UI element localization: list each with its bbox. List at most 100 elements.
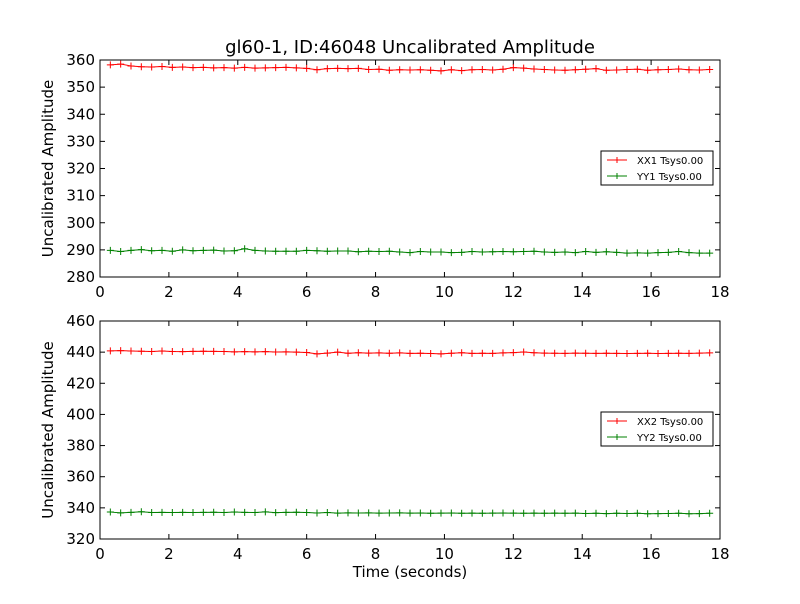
data-point [282,247,290,255]
data-point [251,509,259,517]
data-point [137,63,145,71]
data-point [695,510,703,518]
x-tick-label: 12 [504,545,523,563]
data-point [468,349,476,357]
x-tick-label: 2 [164,545,174,563]
data-point [458,349,466,357]
data-point [447,349,455,357]
x-tick-label: 18 [710,283,729,301]
data-point [127,347,135,355]
data-point [602,349,610,357]
data-point [582,349,590,357]
data-point [458,67,466,75]
data-point [571,66,579,74]
data-point [561,248,569,256]
data-point [168,509,176,517]
data-point [106,246,114,254]
data-point [675,65,683,73]
data-point [633,349,641,357]
data-point [613,509,621,517]
y-axis-label: Uncalibrated Amplitude [39,341,57,518]
data-point [551,349,559,357]
chart-title: gl60-1, ID:46048 Uncalibrated Amplitude [225,37,595,58]
data-point [158,246,166,254]
data-point [447,509,455,517]
data-point [509,64,517,72]
data-point [365,349,373,357]
data-point [106,61,114,69]
x-tick-label: 16 [642,283,661,301]
data-point [261,348,269,356]
x-tick-label: 0 [95,283,105,301]
data-point [220,348,228,356]
data-point [613,66,621,74]
y-tick-label: 440 [66,343,95,361]
plot-frame [99,320,721,540]
data-point [365,509,373,517]
data-point [416,248,424,256]
y-tick-label: 280 [66,268,95,286]
x-tick-label: 16 [642,545,661,563]
data-point [137,246,145,254]
data-point [313,247,321,255]
data-point [685,349,693,357]
data-point [530,247,538,255]
data-point [427,509,435,517]
y-axis-label: Uncalibrated Amplitude [39,80,57,257]
data-point [654,510,662,518]
data-point [664,65,672,73]
data-point [623,65,631,73]
legend: XX2 Tsys0.00 YY2 Tsys0.00 [600,411,714,447]
x-tick-label: 4 [233,283,243,301]
data-point [478,65,486,73]
data-point [540,349,548,357]
data-point [571,349,579,357]
data-point [437,248,445,256]
data-point [623,249,631,257]
data-point [540,65,548,73]
x-tick-label: 4 [233,545,243,563]
y-tick-label: 290 [66,241,95,259]
data-point [189,347,197,355]
y-tick-label: 400 [66,405,95,423]
data-point [220,247,228,255]
data-point [261,64,269,72]
data-point [478,349,486,357]
data-point [292,348,300,356]
y-tick-label: 360 [66,468,95,486]
data-point [179,63,187,71]
subplot-2: 0 2 4 6 8 10 12 14 16 18 320 340 360 380 400 420 440 460 U… [39,312,730,581]
data-point [385,247,393,255]
data-point [334,509,342,517]
data-point [447,66,455,74]
data-point [241,348,249,356]
data-point [406,66,414,74]
data-point [561,66,569,74]
data-point [168,348,176,356]
data-point [385,66,393,74]
data-point [571,249,579,257]
data-point [261,508,269,516]
data-point [251,64,259,72]
x-tick-label: 6 [302,283,312,301]
data-point [561,509,569,517]
data-point [272,247,280,255]
data-point [623,350,631,358]
data-point [354,248,362,256]
legend-marker [614,434,620,440]
data-point [272,348,280,356]
data-point [509,349,517,357]
data-point [675,248,683,256]
y-tick-label: 420 [66,374,95,392]
data-point [127,246,135,254]
legend-label: XX1 Tsys0.00 [637,156,703,167]
data-point [344,509,352,517]
data-point [323,65,331,73]
data-point [623,509,631,517]
legend-label: YY2 Tsys0.00 [636,433,702,444]
data-point [158,347,166,355]
data-point [334,64,342,72]
data-point [685,66,693,74]
data-point [520,248,528,256]
data-point [137,508,145,516]
